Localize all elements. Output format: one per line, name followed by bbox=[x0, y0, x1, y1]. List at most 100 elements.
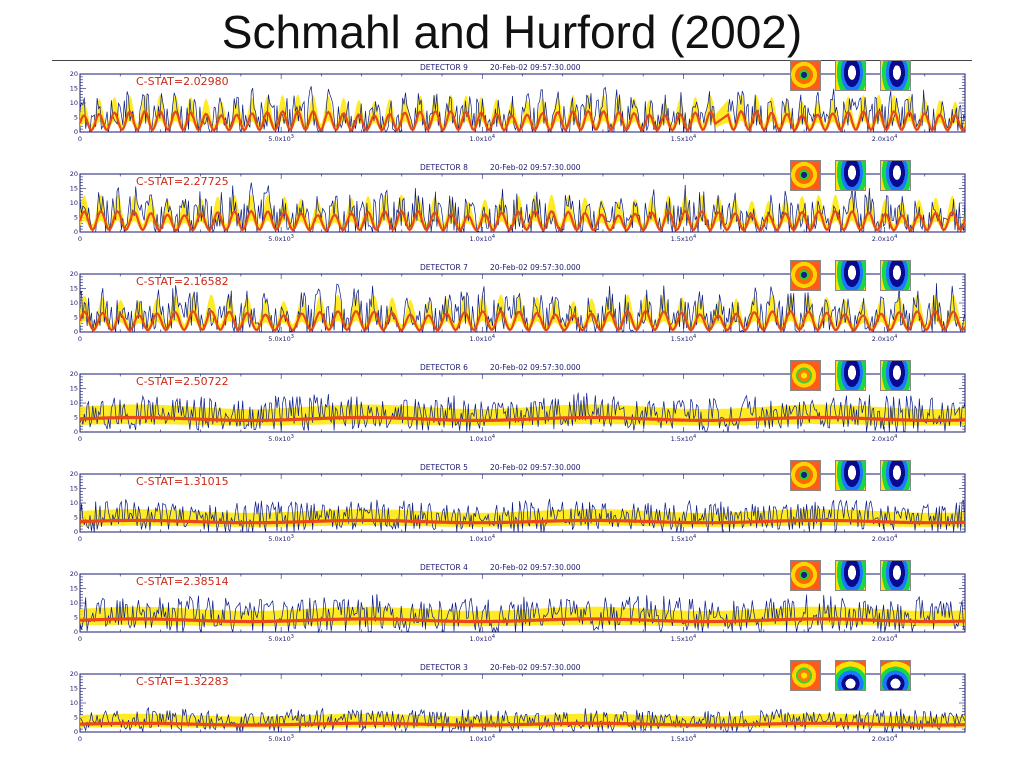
cstat-annotation: C-STAT=2.16582 bbox=[136, 275, 229, 288]
modulation-map-thumbnail bbox=[790, 660, 821, 691]
x-tick-label: 1.5x104 bbox=[671, 134, 697, 143]
detector-panel-0: DETECTOR 9 20-Feb-02 09:57:30.000 0 5 10 15 20… bbox=[70, 63, 966, 143]
x-tick-label: 2.0x104 bbox=[872, 734, 898, 743]
title-divider bbox=[52, 60, 972, 61]
detector-timestamp: 20-Feb-02 09:57:30.000 bbox=[490, 263, 581, 272]
modulation-map-thumbnail bbox=[880, 160, 911, 191]
y-tick-label: 0 bbox=[74, 328, 78, 336]
y-tick-label: 10 bbox=[70, 699, 78, 707]
modulation-map-thumbnail bbox=[790, 460, 821, 491]
y-tick-label: 15 bbox=[70, 485, 78, 493]
model-band bbox=[80, 194, 965, 232]
y-tick-label: 15 bbox=[70, 585, 78, 593]
y-tick-label: 10 bbox=[70, 199, 78, 207]
x-tick-label: 5.0x103 bbox=[268, 634, 294, 643]
y-tick-label: 15 bbox=[70, 285, 78, 293]
modulation-map-thumbnail bbox=[835, 160, 866, 191]
cstat-annotation: C-STAT=2.50722 bbox=[136, 375, 229, 388]
modulation-map-thumbnail bbox=[880, 660, 911, 691]
y-tick-label: 10 bbox=[70, 499, 78, 507]
detector-title: DETECTOR 5 bbox=[420, 463, 468, 472]
modulation-map-thumbnail bbox=[835, 260, 866, 291]
x-tick-label: 0 bbox=[78, 535, 82, 543]
modulation-map-thumbnail bbox=[880, 460, 911, 491]
x-tick-label: 1.5x104 bbox=[671, 334, 697, 343]
x-tick-label: 2.0x104 bbox=[872, 134, 898, 143]
cstat-annotation: C-STAT=2.38514 bbox=[136, 575, 229, 588]
model-band bbox=[80, 294, 965, 332]
detector-title: DETECTOR 8 bbox=[420, 163, 468, 172]
modulation-map-thumbnail bbox=[880, 360, 911, 391]
x-tick-label: 1.0x104 bbox=[469, 134, 495, 143]
y-tick-label: 0 bbox=[74, 728, 78, 736]
model-series bbox=[79, 415, 965, 422]
x-tick-label: 5.0x103 bbox=[268, 534, 294, 543]
y-tick-label: 0 bbox=[74, 428, 78, 436]
x-tick-label: 5.0x103 bbox=[268, 334, 294, 343]
observed-series bbox=[79, 594, 966, 634]
y-tick-label: 20 bbox=[70, 70, 78, 78]
detector-timestamp: 20-Feb-02 09:57:30.000 bbox=[490, 63, 581, 72]
modulation-map-thumbnail bbox=[835, 560, 866, 591]
detector-timestamp: 20-Feb-02 09:57:30.000 bbox=[490, 563, 581, 572]
modulation-map-thumbnail bbox=[790, 60, 821, 91]
cstat-annotation: C-STAT=2.27725 bbox=[136, 175, 229, 188]
modulation-map-thumbnail bbox=[790, 560, 821, 591]
y-tick-label: 0 bbox=[74, 528, 78, 536]
x-tick-label: 1.5x104 bbox=[671, 234, 697, 243]
modulation-map-thumbnail bbox=[790, 260, 821, 291]
x-tick-label: 5.0x103 bbox=[268, 734, 294, 743]
modulation-map-thumbnail bbox=[790, 360, 821, 391]
modulation-map-thumbnail bbox=[880, 260, 911, 291]
y-tick-label: 15 bbox=[70, 85, 78, 93]
detector-panel-2: DETECTOR 7 20-Feb-02 09:57:30.000 0 5 10 15 20… bbox=[70, 263, 966, 343]
detector-timestamp: 20-Feb-02 09:57:30.000 bbox=[490, 163, 581, 172]
slide-title: Schmahl and Hurford (2002) bbox=[221, 6, 803, 58]
y-tick-label: 20 bbox=[70, 370, 78, 378]
y-tick-label: 10 bbox=[70, 99, 78, 107]
modulation-map-thumbnail bbox=[835, 360, 866, 391]
y-tick-label: 15 bbox=[70, 385, 78, 393]
detector-title: DETECTOR 3 bbox=[420, 663, 468, 672]
x-tick-label: 5.0x103 bbox=[268, 434, 294, 443]
observed-series bbox=[79, 182, 966, 234]
y-tick-label: 15 bbox=[70, 185, 78, 193]
modulation-map-thumbnail bbox=[835, 460, 866, 491]
model-series bbox=[79, 518, 965, 525]
x-tick-label: 0 bbox=[78, 235, 82, 243]
x-tick-label: 0 bbox=[78, 735, 82, 743]
y-tick-label: 0 bbox=[74, 228, 78, 236]
detector-timestamp: 20-Feb-02 09:57:30.000 bbox=[490, 463, 581, 472]
x-tick-label: 2.0x104 bbox=[872, 534, 898, 543]
observed-series bbox=[79, 498, 966, 533]
x-tick-label: 1.0x104 bbox=[469, 734, 495, 743]
model-series bbox=[79, 721, 965, 727]
y-tick-label: 20 bbox=[70, 470, 78, 478]
detector-panel-6: DETECTOR 3 20-Feb-02 09:57:30.000 0 5 10 15 20… bbox=[70, 663, 966, 743]
model-series bbox=[79, 617, 965, 624]
detector-title: DETECTOR 7 bbox=[420, 263, 468, 272]
x-tick-label: 1.0x104 bbox=[469, 434, 495, 443]
x-tick-label: 2.0x104 bbox=[872, 234, 898, 243]
cstat-annotation: C-STAT=1.31015 bbox=[136, 475, 229, 488]
detector-title: DETECTOR 6 bbox=[420, 363, 468, 372]
x-tick-label: 5.0x103 bbox=[268, 134, 294, 143]
y-tick-label: 0 bbox=[74, 128, 78, 136]
y-tick-label: 15 bbox=[70, 685, 78, 693]
y-tick-label: 5 bbox=[74, 514, 78, 522]
y-tick-label: 0 bbox=[74, 628, 78, 636]
x-tick-label: 0 bbox=[78, 135, 82, 143]
x-tick-label: 1.0x104 bbox=[469, 334, 495, 343]
x-tick-label: 1.5x104 bbox=[671, 634, 697, 643]
modulation-map-thumbnail bbox=[880, 560, 911, 591]
y-tick-label: 5 bbox=[74, 314, 78, 322]
y-tick-label: 5 bbox=[74, 214, 78, 222]
model-series bbox=[78, 309, 966, 332]
y-tick-label: 20 bbox=[70, 170, 78, 178]
cstat-annotation: C-STAT=1.32283 bbox=[136, 675, 229, 688]
y-tick-label: 10 bbox=[70, 299, 78, 307]
detector-panel-3: DETECTOR 6 20-Feb-02 09:57:30.000 0 5 10 15 20… bbox=[70, 363, 966, 443]
x-tick-label: 2.0x104 bbox=[872, 434, 898, 443]
x-tick-label: 2.0x104 bbox=[872, 334, 898, 343]
